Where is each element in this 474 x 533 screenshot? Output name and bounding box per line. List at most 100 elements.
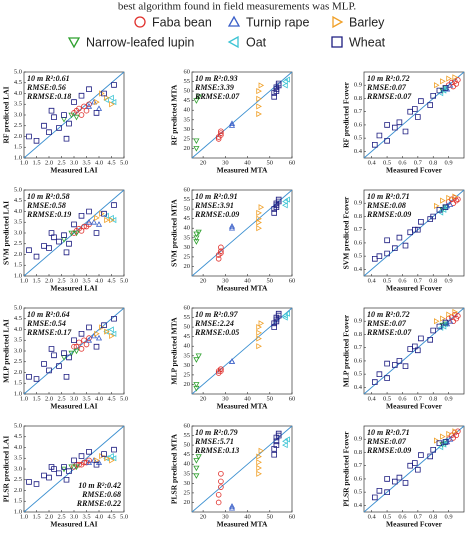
point: [109, 217, 115, 224]
point: [61, 112, 67, 118]
annotation: 10 m R²:0.79: [195, 428, 238, 437]
point: [66, 120, 72, 127]
point: [384, 476, 390, 482]
point: [384, 489, 390, 496]
annotation: RMSE:0.07: [366, 83, 407, 92]
point: [414, 466, 421, 473]
x-tick-label: 0.7: [414, 277, 423, 284]
point: [78, 92, 85, 99]
legend-marker: [227, 15, 241, 27]
point: [78, 346, 85, 352]
point: [33, 253, 40, 260]
x-axis-label: Measured Fcover: [386, 166, 443, 175]
point: [282, 202, 288, 209]
point: [446, 75, 452, 82]
point: [193, 382, 200, 388]
y-tick-label: 55: [184, 196, 191, 203]
x-tick-label: 1.5: [32, 159, 40, 166]
x-tick-label: 30: [222, 277, 229, 284]
point: [94, 214, 100, 221]
point: [455, 196, 461, 203]
point: [218, 132, 224, 138]
point: [284, 196, 290, 203]
point: [427, 453, 434, 460]
point: [41, 122, 47, 129]
y-tick-label: 55: [184, 78, 191, 85]
x-tick-label: 0.5: [383, 395, 391, 402]
y-tick-label: 50: [184, 324, 191, 331]
point: [73, 230, 80, 237]
point: [430, 93, 437, 99]
y-axis-label: MLP predicted MTA: [170, 317, 179, 385]
point: [407, 229, 414, 236]
point: [215, 255, 222, 262]
point: [94, 330, 100, 337]
x-tick-label: 3.5: [82, 395, 90, 402]
y-tick-label: 45: [184, 97, 191, 104]
point: [73, 464, 80, 471]
y-tick-label: 0.7: [354, 344, 363, 351]
point: [396, 474, 403, 481]
x-tick-label: 40: [244, 277, 251, 284]
annotation: 10 m R²:0.71: [367, 428, 410, 437]
x-tick-label: 0.6: [398, 395, 407, 402]
y-tick-label: 4.0: [14, 90, 22, 97]
point: [218, 128, 224, 135]
x-tick-label: 0.6: [398, 277, 407, 284]
point: [193, 473, 200, 479]
y-tick-label: 3.0: [14, 229, 22, 236]
y-tick-label: 25: [184, 253, 191, 260]
y-tick-label: 40: [184, 461, 191, 468]
x-tick-label: 30: [222, 513, 229, 520]
annotation: RMSE:0.07: [366, 437, 407, 446]
point: [258, 204, 265, 211]
y-tick-label: 2.0: [14, 251, 22, 258]
x-tick-label: 0.4: [368, 159, 377, 166]
annotation: RMSE:2.24: [194, 319, 234, 328]
y-tick-label: 1.5: [14, 144, 22, 151]
y-tick-label: 35: [184, 352, 191, 359]
point: [258, 320, 265, 327]
point: [256, 329, 262, 336]
y-tick-label: 2.0: [14, 487, 22, 494]
point: [430, 213, 437, 220]
y-tick-label: 1.0: [14, 508, 22, 515]
y-axis-label: SVM predicted Fcover: [342, 196, 351, 269]
y-tick-label: 0.9: [354, 82, 362, 89]
point: [86, 457, 92, 464]
x-tick-label: 3.0: [70, 159, 78, 166]
point: [73, 107, 80, 114]
x-axis-label: Measured MTA: [217, 166, 268, 175]
point: [446, 311, 452, 318]
point: [384, 250, 390, 257]
point: [271, 210, 278, 216]
y-tick-label: 30: [184, 244, 191, 251]
point: [101, 90, 107, 97]
point: [71, 337, 77, 344]
point: [110, 99, 117, 106]
x-tick-label: 5.0: [120, 395, 128, 402]
y-tick-label: 0.7: [354, 108, 363, 115]
point: [256, 343, 262, 350]
x-tick-label: 0.9: [445, 159, 453, 166]
point: [48, 107, 55, 114]
y-tick-label: 50: [184, 206, 191, 213]
point: [407, 108, 414, 115]
y-tick-label: 3.0: [14, 347, 22, 354]
x-tick-label: 1.0: [20, 395, 28, 402]
point: [94, 99, 100, 106]
y-tick-label: 0.4: [354, 148, 363, 155]
y-tick-label: 0.4: [354, 266, 363, 273]
x-axis-label: Measured LAI: [50, 520, 97, 529]
y-axis-label: PLSR predicted MTA: [170, 433, 179, 504]
x-tick-label: 2.5: [57, 277, 65, 284]
annotation: 10 m R²:0.58: [27, 192, 70, 201]
point: [371, 255, 378, 262]
point: [411, 226, 418, 233]
point: [256, 464, 262, 472]
y-tick-label: 3.5: [14, 219, 22, 226]
point: [271, 94, 278, 100]
annotation: RRMSE:0.13: [194, 446, 239, 455]
point: [26, 373, 32, 380]
y-tick-label: 4.0: [14, 326, 22, 333]
